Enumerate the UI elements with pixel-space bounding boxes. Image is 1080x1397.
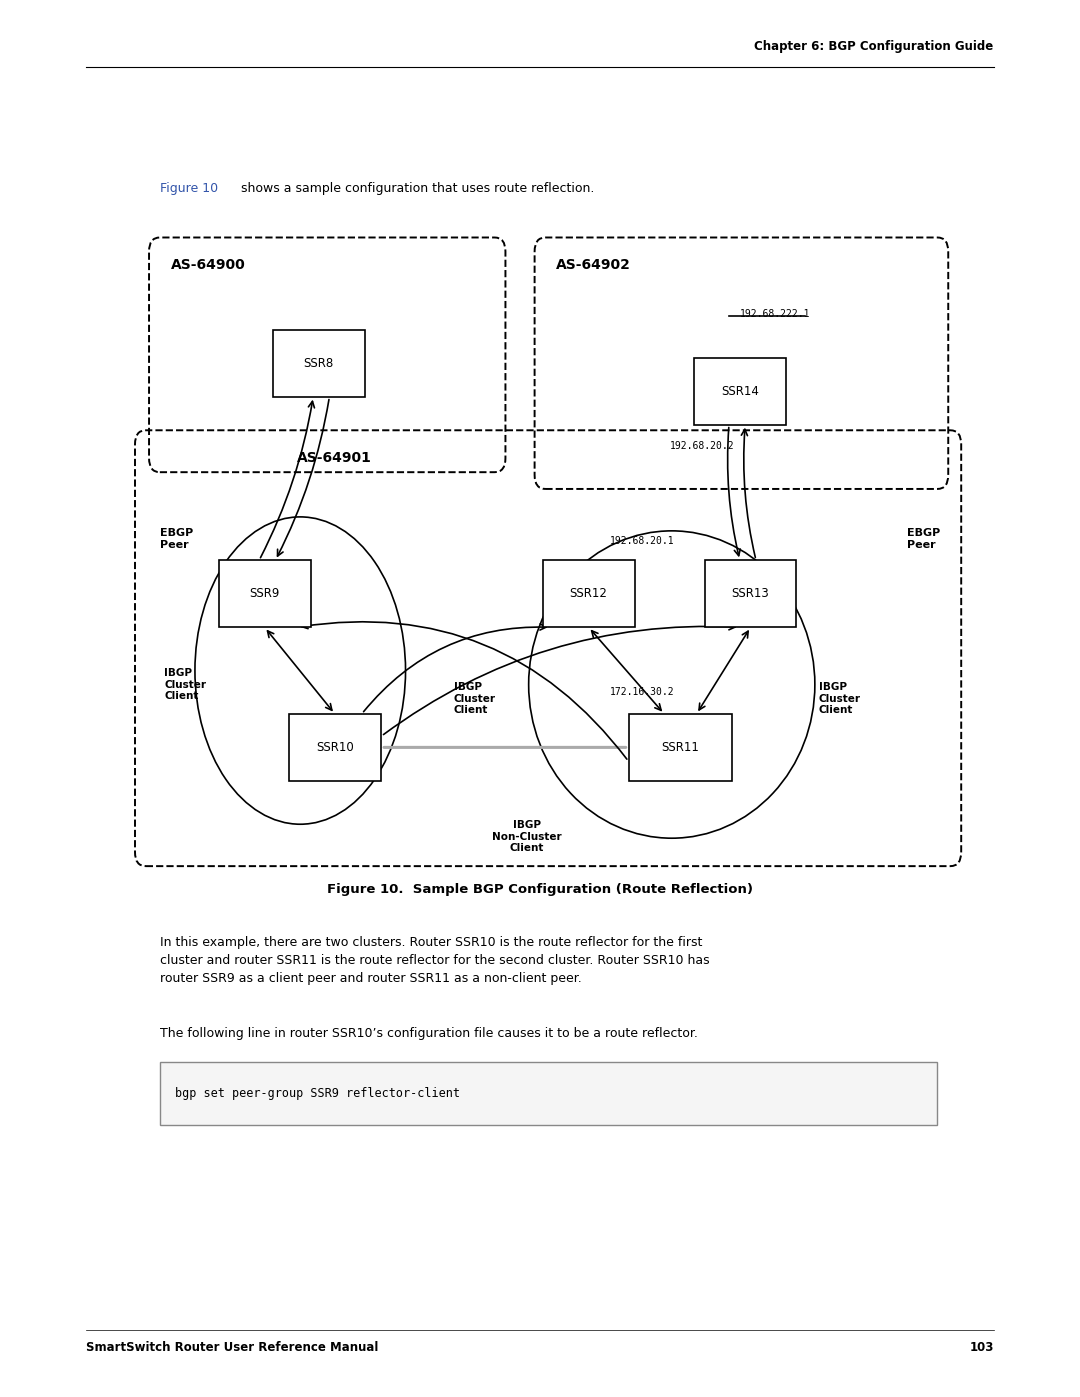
Text: SSR8: SSR8 bbox=[303, 356, 334, 370]
Text: SSR14: SSR14 bbox=[720, 384, 759, 398]
Text: IBGP
Non-Cluster
Client: IBGP Non-Cluster Client bbox=[492, 820, 562, 854]
Text: SmartSwitch Router User Reference Manual: SmartSwitch Router User Reference Manual bbox=[86, 1341, 379, 1354]
Text: SSR12: SSR12 bbox=[569, 587, 608, 601]
Text: SSR11: SSR11 bbox=[661, 740, 700, 754]
Text: 172.16.30.2: 172.16.30.2 bbox=[610, 687, 675, 697]
Text: In this example, there are two clusters. Router SSR10 is the route reflector for: In this example, there are two clusters.… bbox=[160, 936, 710, 985]
FancyBboxPatch shape bbox=[218, 560, 311, 627]
FancyBboxPatch shape bbox=[289, 714, 381, 781]
Text: Figure 10: Figure 10 bbox=[160, 182, 218, 194]
FancyBboxPatch shape bbox=[272, 330, 365, 397]
FancyBboxPatch shape bbox=[629, 714, 732, 781]
Text: SSR13: SSR13 bbox=[732, 587, 769, 601]
Text: AS-64900: AS-64900 bbox=[171, 258, 245, 272]
Text: EBGP
Peer: EBGP Peer bbox=[907, 528, 941, 550]
FancyBboxPatch shape bbox=[704, 560, 796, 627]
Text: 103: 103 bbox=[969, 1341, 994, 1354]
Text: 192.68.20.1: 192.68.20.1 bbox=[610, 536, 675, 546]
Text: AS-64901: AS-64901 bbox=[297, 451, 372, 465]
FancyBboxPatch shape bbox=[694, 358, 786, 425]
Text: AS-64902: AS-64902 bbox=[556, 258, 631, 272]
Text: Chapter 6: BGP Configuration Guide: Chapter 6: BGP Configuration Guide bbox=[754, 41, 994, 53]
Text: EBGP
Peer: EBGP Peer bbox=[160, 528, 193, 550]
Text: SSR10: SSR10 bbox=[316, 740, 353, 754]
Text: IBGP
Cluster
Client: IBGP Cluster Client bbox=[819, 682, 861, 715]
Text: 192.68.222.1: 192.68.222.1 bbox=[740, 309, 810, 319]
Text: bgp set peer-group SSR9 reflector-client: bgp set peer-group SSR9 reflector-client bbox=[175, 1087, 460, 1099]
Text: The following line in router SSR10’s configuration file causes it to be a route : The following line in router SSR10’s con… bbox=[160, 1027, 698, 1039]
Text: Figure 10.  Sample BGP Configuration (Route Reflection): Figure 10. Sample BGP Configuration (Rou… bbox=[327, 883, 753, 895]
Text: SSR9: SSR9 bbox=[249, 587, 280, 601]
FancyBboxPatch shape bbox=[160, 1062, 937, 1125]
Text: shows a sample configuration that uses route reflection.: shows a sample configuration that uses r… bbox=[241, 182, 594, 194]
FancyBboxPatch shape bbox=[543, 560, 635, 627]
Text: 192.68.20.2: 192.68.20.2 bbox=[670, 441, 734, 451]
Text: IBGP
Cluster
Client: IBGP Cluster Client bbox=[454, 682, 496, 715]
Text: IBGP
Cluster
Client: IBGP Cluster Client bbox=[164, 668, 206, 701]
